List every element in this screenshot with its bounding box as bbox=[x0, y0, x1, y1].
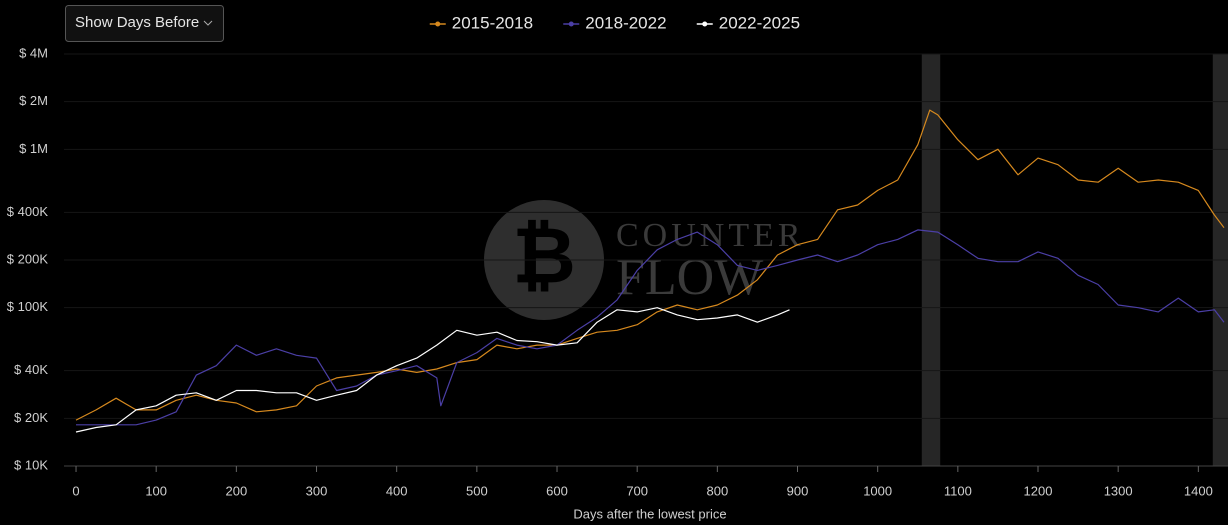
y-tick-label: $ 20K bbox=[14, 410, 48, 425]
x-tick-label: 900 bbox=[787, 483, 809, 498]
x-tick-label: 1300 bbox=[1104, 483, 1133, 498]
legend-item[interactable]: 2022-2025 bbox=[696, 13, 800, 32]
legend-item[interactable]: 2018-2022 bbox=[563, 13, 667, 32]
y-tick-label: $ 2M bbox=[19, 93, 48, 108]
x-tick-label: 1200 bbox=[1024, 483, 1053, 498]
x-tick-label: 100 bbox=[145, 483, 167, 498]
series-line bbox=[76, 229, 1225, 426]
show-days-button[interactable]: Show Days Before bbox=[65, 5, 224, 42]
watermark-text: FLOW bbox=[616, 249, 763, 306]
x-tick-label: 1100 bbox=[944, 483, 972, 498]
watermark-symbol: ₿ bbox=[512, 212, 576, 300]
x-tick-label: 1000 bbox=[863, 483, 892, 498]
legend-label: 2015-2018 bbox=[452, 13, 533, 32]
y-tick-label: $ 4M bbox=[19, 45, 48, 60]
x-tick-label: 500 bbox=[466, 483, 488, 498]
legend: 2015-2018 2018-2022 2022-2025 bbox=[429, 13, 800, 32]
x-axis-title: Days after the lowest price bbox=[573, 506, 726, 521]
x-tick-label: 1400 bbox=[1184, 483, 1213, 498]
y-tick-label: $ 10K bbox=[14, 457, 48, 472]
x-tick-label: 600 bbox=[546, 483, 568, 498]
legend-label: 2018-2022 bbox=[585, 13, 666, 32]
legend-marker bbox=[702, 21, 708, 27]
watermark-text: COUNTER bbox=[616, 217, 805, 254]
legend-label: 2022-2025 bbox=[719, 13, 800, 32]
legend-item[interactable]: 2015-2018 bbox=[429, 13, 533, 32]
x-tick-label: 0 bbox=[72, 483, 79, 498]
series-line bbox=[75, 109, 1225, 421]
watermark: ₿ COUNTER FLOW bbox=[484, 200, 805, 320]
x-tick-label: 400 bbox=[386, 483, 408, 498]
y-tick-label: $ 400K bbox=[7, 204, 49, 219]
x-tick-label: 800 bbox=[706, 483, 728, 498]
y-tick-label: $ 1M bbox=[19, 141, 48, 156]
button-label[interactable]: Show Days Before bbox=[75, 14, 199, 31]
x-tick-label: 700 bbox=[626, 483, 648, 498]
button-chevron[interactable] bbox=[203, 20, 213, 26]
legend-marker bbox=[435, 21, 441, 27]
y-tick-label: $ 200K bbox=[7, 251, 49, 266]
y-tick-label: $ 40K bbox=[14, 362, 48, 377]
button-frame[interactable] bbox=[65, 5, 224, 42]
series-line bbox=[75, 307, 790, 433]
x-tick-label: 300 bbox=[306, 483, 328, 498]
x-tick-label: 200 bbox=[226, 483, 248, 498]
y-tick-label: $ 100K bbox=[7, 299, 49, 314]
legend-marker bbox=[568, 21, 574, 27]
